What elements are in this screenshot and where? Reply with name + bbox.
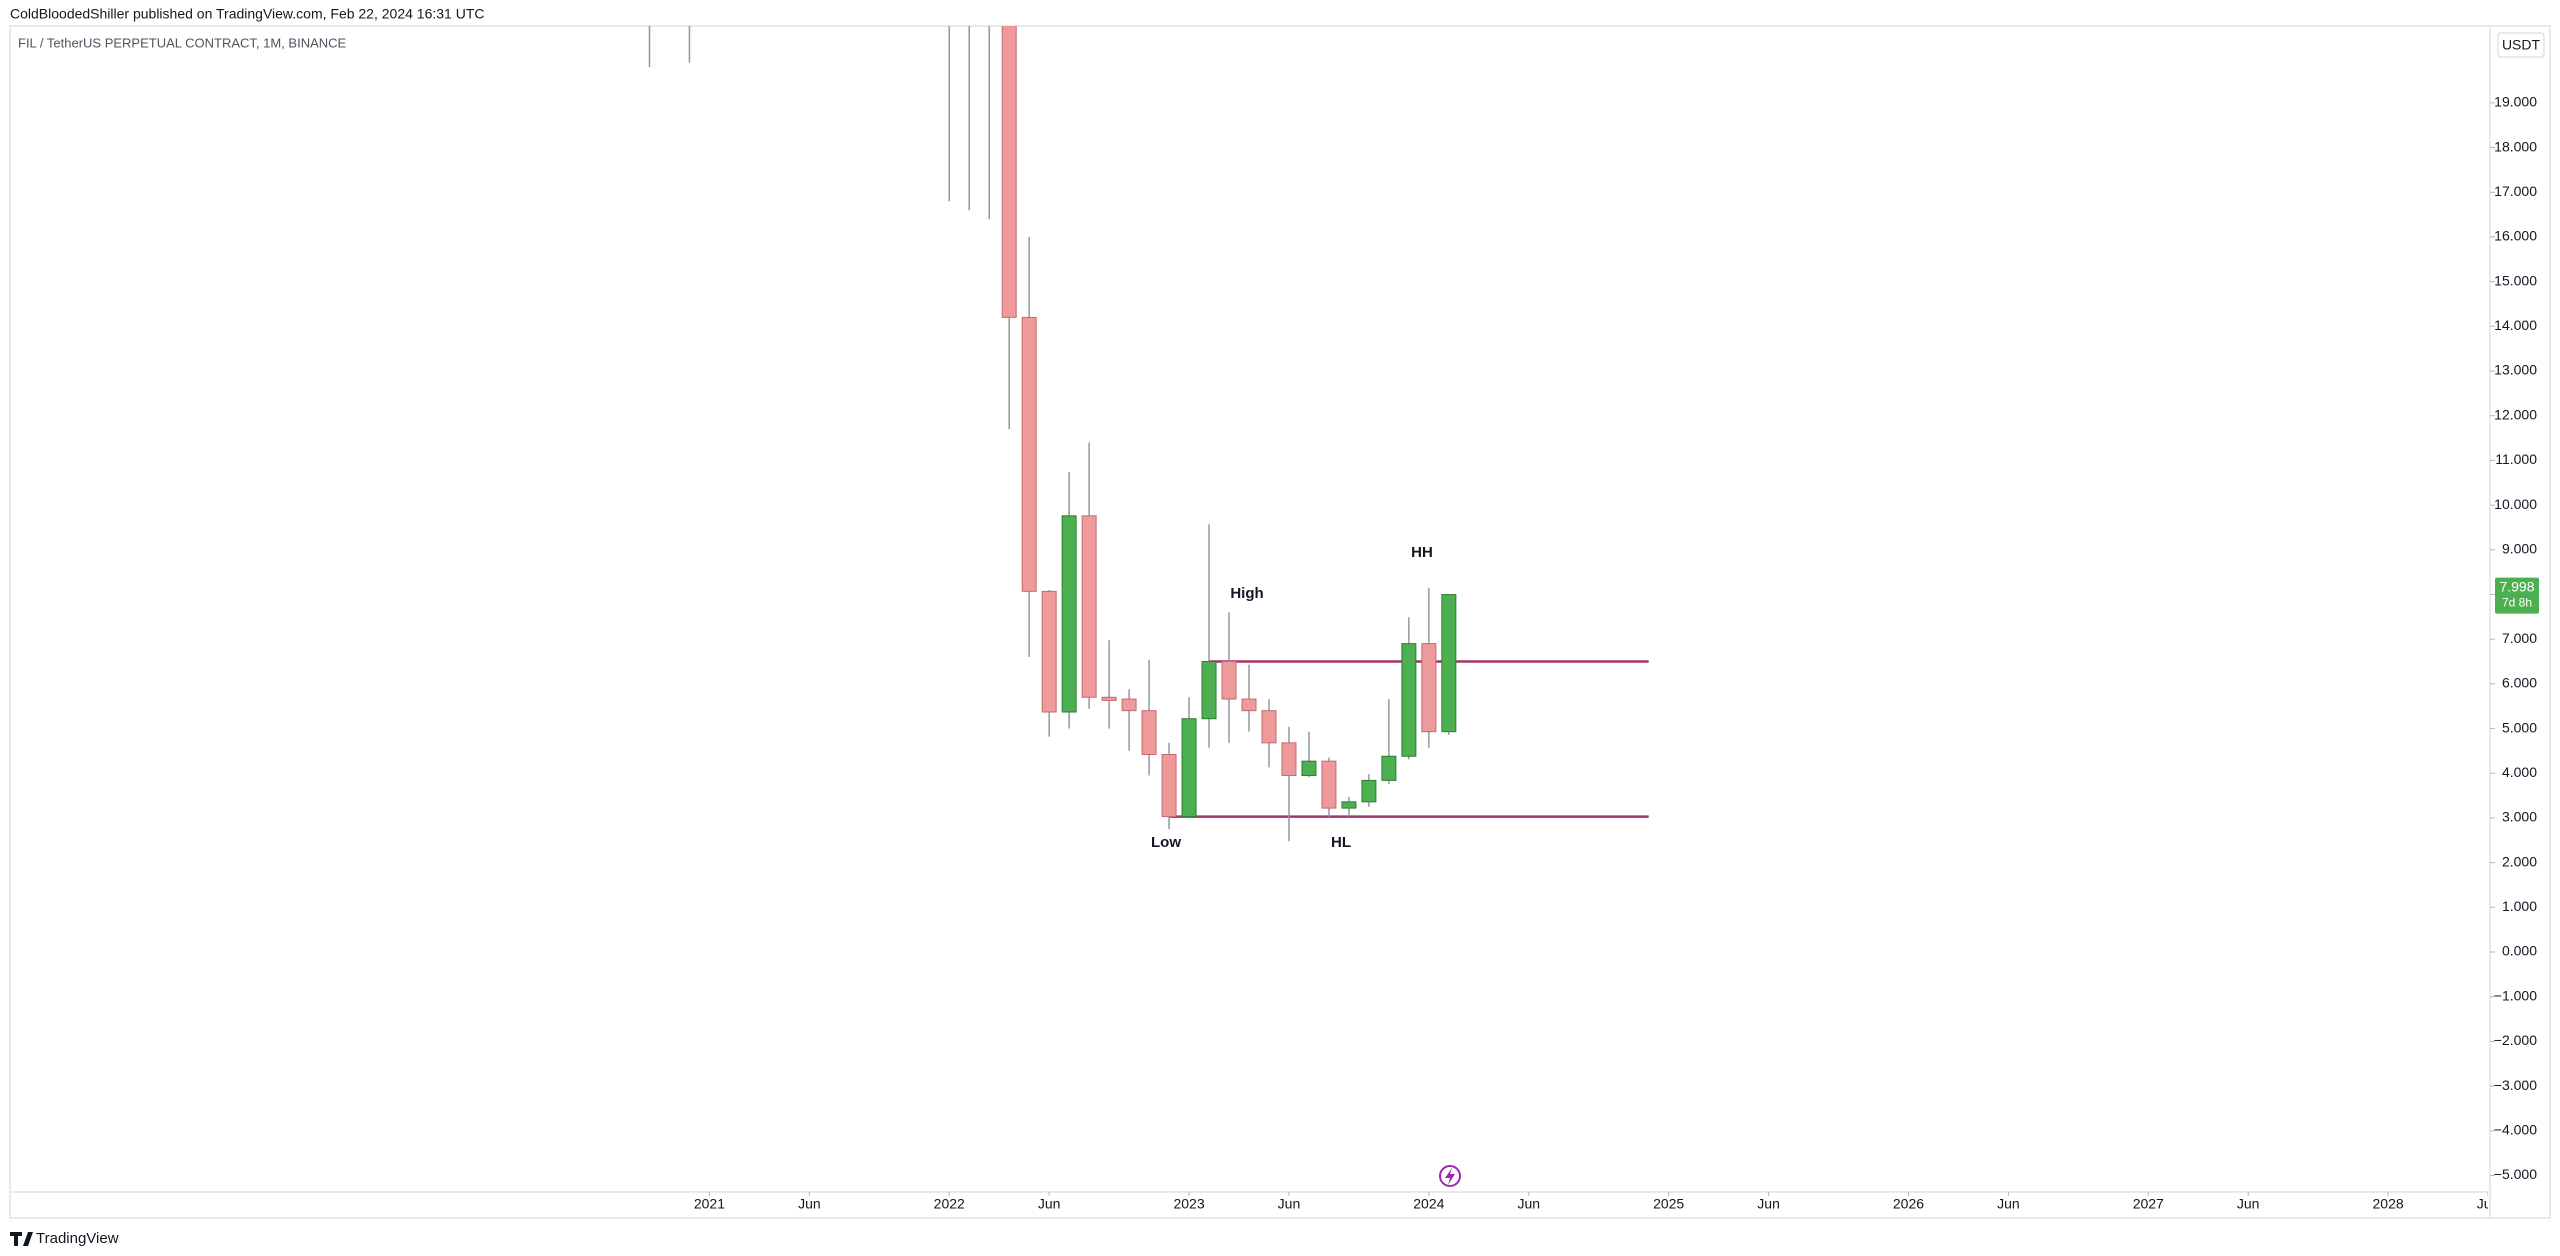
x-tick-label: Jun — [1038, 1196, 1061, 1212]
chart-frame — [9, 25, 2551, 1219]
x-tick-label: Jun — [1278, 1196, 1301, 1212]
annotation: Low — [1151, 834, 1181, 851]
candle-body — [1381, 755, 1397, 781]
y-tick-label: −1.000 — [2494, 987, 2537, 1003]
tradingview-logo[interactable] — [10, 1232, 33, 1246]
y-tick-label: 10.000 — [2494, 496, 2537, 512]
candle-body — [1301, 760, 1317, 776]
candle-body — [1081, 515, 1097, 698]
y-tick-label: 4.000 — [2502, 764, 2537, 780]
x-tick-label: Jun — [798, 1196, 821, 1212]
y-tick-label: 15.000 — [2494, 272, 2537, 288]
y-tick-label: 18.000 — [2494, 138, 2537, 154]
y-tick-label: 3.000 — [2502, 809, 2537, 825]
x-tick-label: 2025 — [1653, 1196, 1684, 1212]
x-tick-label: 2022 — [934, 1196, 965, 1212]
y-tick-label: 16.000 — [2494, 228, 2537, 244]
x-tick-label: 2027 — [2133, 1196, 2164, 1212]
candle-body — [1021, 316, 1037, 592]
y-tick-label: 11.000 — [2495, 451, 2537, 467]
y-tick-label: 5.000 — [2502, 719, 2537, 735]
last-price-box — [2495, 577, 2539, 614]
candle-body — [1181, 718, 1197, 818]
y-tick-label: −3.000 — [2494, 1077, 2537, 1093]
x-tick-label: 2021 — [694, 1196, 725, 1212]
symbol-title: FIL / TetherUS PERPETUAL CONTRACT, 1M, B… — [18, 35, 347, 50]
y-tick-label: −5.000 — [2494, 1166, 2537, 1182]
x-tick-label: Jun — [1757, 1196, 1780, 1212]
x-tick-label: Jun — [1517, 1196, 1540, 1212]
footer-brand: TradingView — [36, 1230, 119, 1247]
x-tick-label: 2028 — [2373, 1196, 2404, 1212]
y-tick-label: 1.000 — [2502, 898, 2537, 914]
candle-body — [1101, 696, 1117, 701]
y-tick-label: 7.000 — [2502, 630, 2537, 646]
y-tick-label: 12.000 — [2494, 406, 2537, 422]
time-axis: 2021 Jun 2022 Jun 2023 Jun 2024 Jun 2025 Jun 2026 J… — [694, 1192, 2500, 1212]
x-tick-label: Jun — [1997, 1196, 2020, 1212]
candle-body — [1421, 643, 1437, 733]
candle-body — [1121, 698, 1137, 712]
candle-body — [1221, 661, 1237, 700]
annotation: HH — [1411, 544, 1433, 561]
countdown-label: 7d 8h — [2502, 596, 2532, 610]
candle-body — [1241, 698, 1257, 712]
y-tick-label: 14.000 — [2494, 317, 2537, 333]
candle-body — [1361, 779, 1377, 803]
candle-body — [1201, 661, 1217, 720]
candle-body — [1281, 742, 1297, 776]
y-tick-label: 0.000 — [2502, 943, 2537, 959]
y-tick-label: −2.000 — [2494, 1032, 2537, 1048]
x-tick-label: Jun — [2477, 1196, 2500, 1212]
price-axis: −5.000 −4.000 −3.000 −2.000 −1.000 0.000 1.000… — [2490, 94, 2539, 1182]
y-tick-label: 19.000 — [2494, 94, 2537, 110]
candle-body — [1261, 710, 1277, 744]
lightning-icon[interactable] — [1439, 1165, 1461, 1187]
candle-body — [1321, 760, 1337, 809]
y-tick-label: 2.000 — [2502, 853, 2537, 869]
y-tick-label: 9.000 — [2502, 540, 2537, 556]
candle-body — [1401, 643, 1417, 757]
candle-body — [1141, 710, 1157, 755]
y-tick-label: 17.000 — [2494, 183, 2537, 199]
candle-body — [1061, 515, 1077, 713]
annotation: HL — [1331, 834, 1351, 851]
candle-body — [1161, 753, 1177, 818]
last-price-label: 7.998 — [2499, 578, 2534, 594]
published-by: ColdBloodedShiller published on TradingV… — [10, 6, 484, 22]
y-tick-label: 13.000 — [2494, 362, 2537, 378]
currency-label: USDT — [2502, 37, 2541, 53]
currency-box[interactable] — [2497, 32, 2545, 58]
y-tick-label: 6.000 — [2502, 675, 2537, 691]
x-tick-label: 2023 — [1173, 1196, 1204, 1212]
candle-body — [1341, 801, 1357, 809]
x-tick-label: 2024 — [1413, 1196, 1444, 1212]
annotation: High — [1230, 585, 1263, 602]
x-tick-label: Jun — [2237, 1196, 2260, 1212]
candle-body — [1441, 594, 1457, 733]
candle-body — [1041, 590, 1057, 713]
plot-area — [648, 26, 1649, 842]
y-tick-label: −4.000 — [2494, 1121, 2537, 1137]
x-tick-label: 2026 — [1893, 1196, 1924, 1212]
candle-body — [1001, 26, 1017, 318]
